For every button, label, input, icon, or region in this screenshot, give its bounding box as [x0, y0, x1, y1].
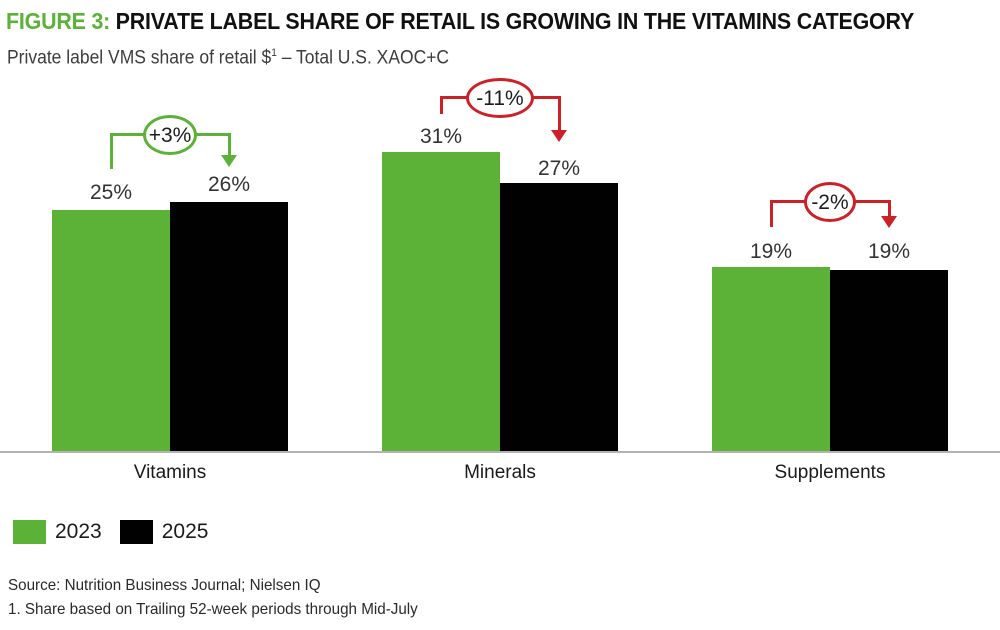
bar-supplements-2023: [712, 267, 830, 453]
category-label-minerals: Minerals: [464, 462, 536, 483]
legend-swatch-2025: [119, 520, 153, 544]
bar-minerals-2023: [382, 152, 500, 453]
value-label-vitamins-2025: 26%: [207, 173, 251, 196]
bar-vitamins-2025: [170, 202, 288, 453]
footnote-text: 1. Share based on Trailing 52-week perio…: [8, 601, 418, 618]
annotation-arrow-shaft: [228, 133, 231, 157]
category-label-vitamins: Vitamins: [133, 462, 207, 483]
value-label-vitamins-2023: 25%: [89, 181, 133, 204]
chart-legend: 2023 2025: [13, 520, 208, 544]
annotation-arrow-shaft: [558, 96, 561, 132]
figure-number-label: FIGURE 3:: [6, 8, 111, 34]
bar-minerals-2025: [500, 183, 618, 453]
annotation-left-tick: [770, 200, 773, 227]
x-axis-line: [0, 451, 1000, 453]
bar-supplements-2025: [830, 270, 948, 453]
annotation-arrow-shaft: [888, 200, 891, 218]
annotation-left-tick: [440, 96, 443, 114]
source-note: Source: Nutrition Business Journal; Niel…: [8, 577, 321, 594]
down-arrow-icon: [221, 155, 237, 167]
footnote-marker: 1: [271, 47, 277, 59]
value-label-minerals-2023: 31%: [419, 125, 463, 148]
change-badge-vitamins: +3%: [143, 115, 197, 155]
bar-vitamins-2023: [52, 210, 170, 453]
change-badge-minerals: -11%: [466, 78, 534, 118]
change-badge-supplements: -2%: [804, 182, 856, 222]
legend-label-2025: 2025: [161, 520, 209, 543]
figure-title: FIGURE 3: PRIVATE LABEL SHARE OF RETAIL I…: [6, 10, 914, 33]
legend-swatch-2023: [13, 520, 46, 544]
legend-item-2023: 2023: [13, 520, 102, 544]
down-arrow-icon: [551, 130, 567, 142]
value-label-supplements-2023: 19%: [749, 240, 793, 263]
category-label-supplements: Supplements: [774, 462, 886, 483]
annotation-left-tick: [110, 133, 113, 169]
legend-item-2025: 2025: [119, 520, 209, 544]
chart-subtitle: Private label VMS share of retail $1 – T…: [7, 47, 449, 70]
subtitle-text-before: Private label VMS share of retail $: [7, 47, 272, 69]
value-label-minerals-2025: 27%: [537, 157, 581, 180]
subtitle-text-after: – Total U.S. XAOC+C: [276, 47, 450, 69]
down-arrow-icon: [881, 216, 897, 228]
value-label-supplements-2025: 19%: [867, 240, 911, 263]
figure-title-text: PRIVATE LABEL SHARE OF RETAIL IS GROWING…: [115, 8, 915, 34]
legend-label-2023: 2023: [55, 520, 102, 543]
